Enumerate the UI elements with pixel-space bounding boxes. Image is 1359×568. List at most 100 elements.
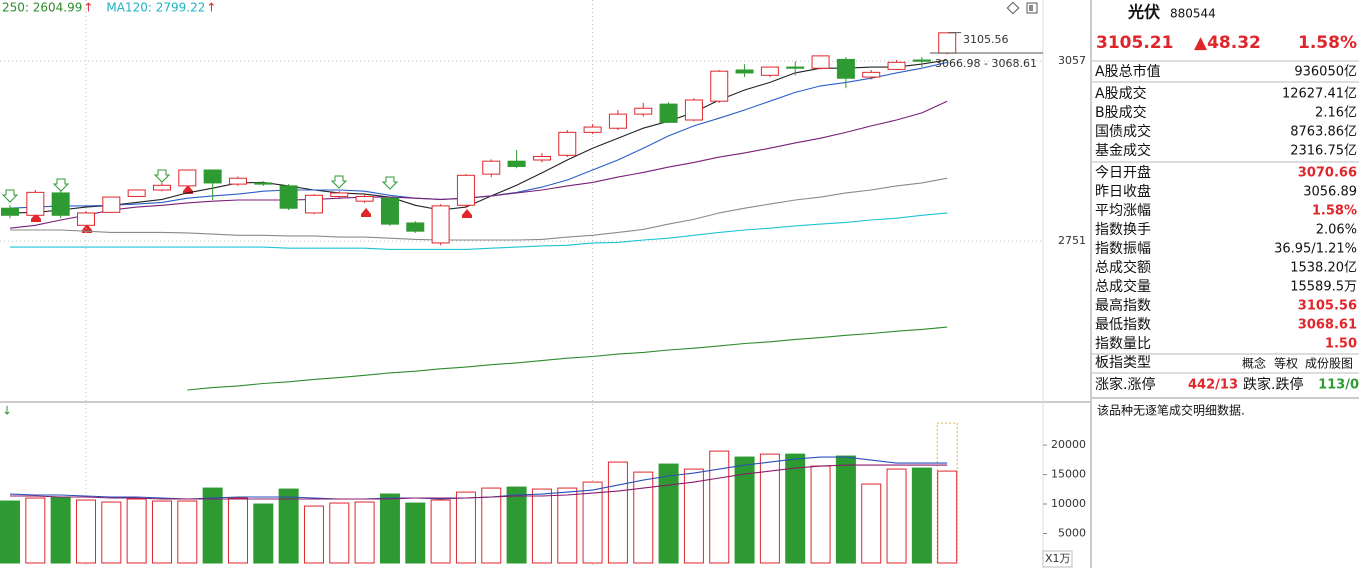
volume-bar (683, 468, 704, 564)
row-label: 基金成交 (1095, 142, 1151, 159)
row-value: 2316.75亿 (1290, 144, 1357, 159)
volume-bar (911, 467, 932, 564)
volume-bar (227, 497, 248, 564)
row-label: 平均涨幅 (1095, 203, 1151, 219)
candle-body (304, 194, 323, 214)
ma-line (187, 326, 948, 391)
candle-body (735, 69, 754, 74)
volume-bar (835, 455, 856, 564)
volume-bar (658, 463, 679, 564)
candle-body (482, 160, 501, 175)
volume-bar (430, 499, 451, 564)
volume-bar (25, 497, 46, 564)
candle-body (355, 195, 374, 202)
down-label: 跌家.跌停 (1243, 376, 1303, 393)
row-label: 指数换手 (1095, 221, 1151, 238)
unit-label: X1万 (1045, 552, 1071, 565)
y-tick-label: 2751 (1058, 234, 1086, 247)
row-label: A股成交 (1095, 85, 1147, 102)
candle-body (912, 59, 931, 62)
candle-body (26, 191, 45, 216)
down-value: 113/0 (1318, 378, 1359, 393)
row-value: 1.50 (1325, 337, 1357, 352)
row-value: 3056.89 (1303, 185, 1357, 200)
candle-body (938, 32, 957, 54)
row-value: 15589.5万 (1290, 280, 1357, 295)
volume-bar (861, 483, 882, 564)
stock-code: 880544 (1170, 7, 1216, 21)
row-label: 指数振幅 (1095, 241, 1151, 257)
row-label: 最低指数 (1095, 317, 1151, 333)
candle-body (279, 185, 298, 209)
volume-bar (151, 500, 172, 564)
volume-bar (734, 456, 755, 564)
candle-body (330, 192, 349, 197)
volume-bar (886, 468, 907, 564)
window-icon[interactable] (1026, 2, 1038, 14)
change-pct: 1.58% (1298, 33, 1357, 53)
y-tick-label: 3057 (1058, 54, 1086, 67)
candle-body (178, 169, 197, 187)
row-label: 昨日收盘 (1095, 183, 1151, 200)
volume-bar (379, 493, 400, 564)
price: 3105.21 (1096, 33, 1173, 53)
candle-body (634, 107, 653, 115)
ma-line (9, 59, 948, 214)
row-value: 8763.86亿 (1290, 125, 1357, 140)
y-tick-label: 5000 (1058, 527, 1086, 540)
volume-bar (810, 465, 831, 564)
candle-body (684, 99, 703, 121)
row-value: 36.95/1.21% (1274, 242, 1357, 257)
candle-body (710, 70, 729, 102)
candle-body (558, 131, 577, 156)
ma-line (10, 177, 948, 241)
volume-bar (50, 496, 71, 564)
volume-bar (759, 453, 780, 564)
signals (1, 169, 472, 233)
volume-bar (455, 491, 476, 564)
candle-body (102, 196, 121, 213)
y-tick-label: 20000 (1051, 438, 1086, 451)
quote-panel: 光伏 880544 3105.21 ▲48.32 1.58% 板指类型 概念 等… (1092, 3, 1359, 418)
up-value: 442/13 (1188, 378, 1238, 393)
candle-body (583, 126, 602, 133)
row-label: 国债成交 (1095, 123, 1151, 140)
legend-text: 250: 2604.99 (2, 1, 82, 15)
row-label: 今日开盘 (1095, 164, 1151, 181)
note: 该品种无逐笔成交明细数据. (1097, 403, 1245, 418)
candle-body (532, 155, 551, 161)
ma-line (10, 212, 948, 250)
volume-bar (0, 500, 20, 564)
candle-body (608, 113, 627, 129)
row-label: B股成交 (1095, 104, 1147, 121)
candle-body (862, 71, 881, 78)
row-value: 1538.20亿 (1290, 261, 1357, 276)
candle-body (406, 222, 425, 232)
sector-type-label: 板指类型 (1095, 355, 1151, 371)
volume-bar (329, 502, 350, 564)
candle-body (811, 55, 830, 69)
candle-body (380, 197, 399, 225)
diamond-icon[interactable] (1006, 1, 1020, 15)
window-icon-inner (1029, 5, 1033, 11)
volume-bar (405, 502, 426, 564)
sector-option[interactable]: 概念 (1242, 356, 1266, 371)
candle-body (786, 66, 805, 69)
annotation: 3105.56 (963, 33, 1009, 46)
volume-bar (303, 505, 324, 564)
stock-name: 光伏 (1127, 3, 1160, 22)
volume-bar (531, 488, 552, 564)
volume-bar (278, 488, 299, 564)
volume-bar (607, 461, 628, 564)
row-value: 936050亿 (1294, 65, 1357, 80)
candle-body (203, 169, 222, 184)
volume-bar (481, 487, 502, 564)
legend-text: MA120: 2799.22 (106, 1, 205, 15)
candle-body (887, 61, 906, 70)
row-value: 2.06% (1316, 223, 1357, 238)
sector-option[interactable]: 成份股图 (1305, 357, 1353, 371)
candle-body (228, 177, 247, 185)
sector-option[interactable]: 等权 (1274, 357, 1298, 371)
row-value: 2.16亿 (1315, 106, 1357, 121)
up-label: 涨家.涨停 (1095, 376, 1155, 393)
